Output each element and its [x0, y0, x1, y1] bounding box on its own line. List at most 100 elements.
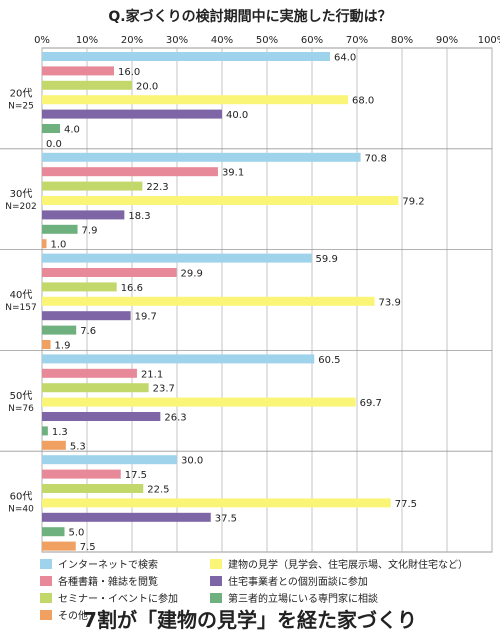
- legend-item: インターネットで検索: [40, 556, 210, 571]
- legend-swatch: [40, 575, 52, 586]
- group-n-label: N=202: [5, 202, 36, 212]
- bar: [42, 124, 60, 133]
- data-label: 39.1: [222, 168, 244, 179]
- data-label: 79.2: [402, 197, 424, 208]
- bar: [42, 80, 132, 90]
- legend-label: セミナー・イベントに参加: [58, 594, 178, 605]
- legend-item: セミナー・イベントに参加: [40, 590, 210, 605]
- bar: [42, 66, 114, 76]
- bar: [42, 412, 161, 421]
- group-n-label: N=25: [8, 101, 34, 111]
- bar: [42, 282, 117, 292]
- x-tick-label: 10%: [76, 35, 98, 46]
- bar: [42, 426, 48, 436]
- bar: [42, 239, 47, 249]
- data-label: 23.7: [153, 384, 175, 395]
- bar: [42, 196, 399, 205]
- x-tick-label: 80%: [391, 35, 413, 46]
- x-tick-label: 0%: [34, 35, 50, 46]
- bar: [42, 52, 330, 61]
- data-label: 59.9: [316, 254, 338, 265]
- group-label: 60代: [10, 491, 33, 503]
- data-label: 1.9: [55, 341, 71, 352]
- data-label: 0.0: [46, 139, 62, 150]
- group-label: 40代: [10, 289, 33, 301]
- legend-item: 第三者的立場にいる専門家に相談: [210, 590, 495, 605]
- legend: インターネットで検索 建物の見学（見学会、住宅展示場、文化財住宅など） 各種書籍・雑…: [40, 556, 495, 622]
- legend-swatch: [40, 558, 52, 569]
- data-label: 1.3: [52, 427, 68, 438]
- bar: [42, 498, 391, 508]
- data-label: 30.0: [181, 456, 203, 467]
- legend-label: 建物の見学（見学会、住宅展示場、文化財住宅など）: [228, 560, 468, 571]
- bar: [42, 253, 312, 263]
- data-label: 7.9: [82, 225, 98, 236]
- bar: [42, 440, 66, 450]
- x-tick-label: 90%: [436, 35, 458, 46]
- bar: [42, 152, 361, 162]
- data-label: 4.0: [64, 125, 80, 136]
- group-label: 30代: [10, 188, 33, 200]
- group-label: 50代: [10, 390, 33, 402]
- bar: [42, 109, 222, 119]
- legend-label: 第三者的立場にいる専門家に相談: [228, 594, 378, 605]
- data-label: 17.5: [125, 470, 147, 481]
- bar: [42, 95, 348, 105]
- legend-label: 各種書籍・雑誌を閲覧: [58, 577, 158, 588]
- data-label: 26.3: [164, 413, 186, 424]
- bar: [42, 296, 375, 306]
- bar: [42, 354, 315, 364]
- data-label: 1.0: [51, 240, 67, 251]
- bar: [42, 484, 144, 493]
- bar: [42, 455, 177, 465]
- data-label: 5.3: [70, 441, 86, 452]
- data-label: 5.0: [69, 528, 85, 539]
- bar: [42, 368, 137, 378]
- bar: [42, 167, 218, 177]
- legend-swatch: [40, 609, 52, 620]
- data-label: 68.0: [352, 96, 374, 107]
- data-label: 29.9: [181, 269, 203, 280]
- bar: [42, 325, 77, 335]
- x-tick-label: 40%: [211, 35, 233, 46]
- legend-swatch: [40, 592, 52, 603]
- group-n-label: N=40: [8, 505, 34, 515]
- bar: [42, 268, 177, 277]
- group-label: 20代: [10, 87, 33, 99]
- x-tick-label: 70%: [346, 35, 368, 46]
- data-label: 70.8: [365, 153, 387, 164]
- bar: [42, 383, 149, 393]
- legend-swatch: [210, 575, 222, 586]
- bar: [42, 512, 211, 522]
- bar: [42, 311, 131, 321]
- bar: [42, 181, 143, 191]
- data-label: 77.5: [395, 499, 417, 510]
- data-label: 19.7: [135, 312, 157, 323]
- data-label: 7.5: [80, 542, 96, 553]
- bar: [42, 340, 51, 349]
- legend-swatch: [210, 558, 222, 569]
- data-label: 64.0: [334, 53, 356, 64]
- x-tick-label: 20%: [121, 35, 143, 46]
- footer-caption: 7割が「建物の見学」を経た家づくり: [83, 608, 417, 632]
- group-n-label: N=76: [8, 404, 34, 414]
- data-label: 69.7: [360, 398, 382, 409]
- chart-title: Q.家づくりの検討期間中に実施した行動は？: [108, 9, 392, 25]
- legend-item: 各種書籍・雑誌を閲覧: [40, 573, 210, 588]
- data-label: 73.9: [379, 297, 401, 308]
- bar: [42, 224, 78, 234]
- data-label: 22.5: [147, 485, 169, 496]
- legend-item: 建物の見学（見学会、住宅展示場、文化財住宅など）: [210, 556, 495, 571]
- legend-item: 住宅事業者との個別面談に参加: [210, 573, 495, 588]
- data-label: 22.3: [146, 182, 168, 193]
- x-tick-label: 60%: [301, 35, 323, 46]
- group-n-label: N=157: [5, 303, 36, 313]
- legend-swatch: [210, 592, 222, 603]
- data-label: 18.3: [128, 211, 150, 222]
- bar: [42, 210, 125, 220]
- legend-label: インターネットで検索: [58, 560, 158, 571]
- data-label: 16.0: [118, 67, 140, 78]
- data-label: 21.1: [141, 369, 163, 380]
- data-label: 16.6: [121, 283, 143, 294]
- legend-item: その他: [40, 607, 210, 622]
